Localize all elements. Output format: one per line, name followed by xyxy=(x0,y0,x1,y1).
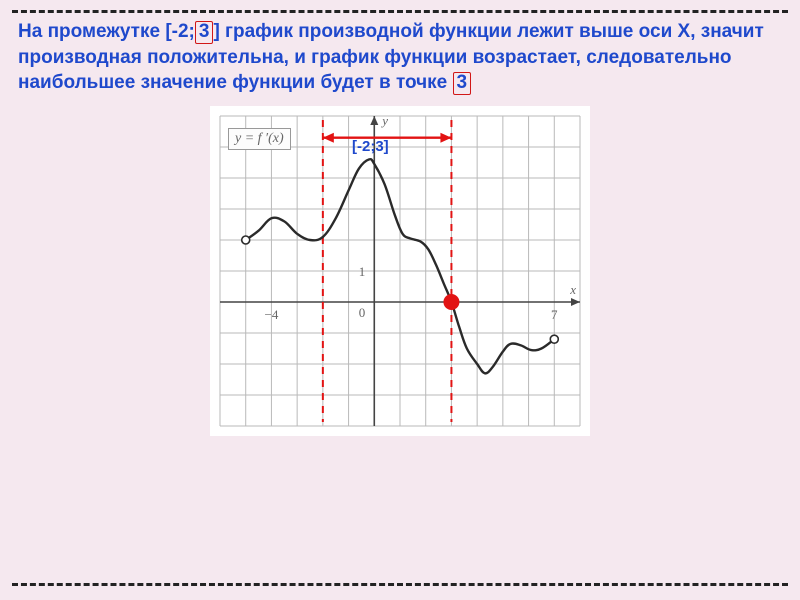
svg-text:1: 1 xyxy=(359,264,366,279)
interval-open: [-2; xyxy=(165,21,195,42)
graph-container: y = f ′(x) [-2;3] y x 0 1 −4 7 xyxy=(210,106,590,436)
bottom-separator xyxy=(12,583,788,586)
explain-part1: На промежутке xyxy=(18,21,165,42)
interval-label: [-2;3] xyxy=(352,138,389,155)
function-label: y = f ′(x) xyxy=(228,128,291,150)
svg-text:x: x xyxy=(569,282,576,297)
svg-text:7: 7 xyxy=(551,307,558,322)
derivative-graph: y x 0 1 −4 7 xyxy=(210,106,590,436)
explanation-text: На промежутке [-2;3] график производной … xyxy=(18,19,782,96)
svg-text:0: 0 xyxy=(359,305,366,320)
answer-boxed-3: 3 xyxy=(453,72,472,95)
interval-boxed-3: 3 xyxy=(195,21,214,44)
top-separator xyxy=(12,10,788,13)
svg-text:−4: −4 xyxy=(265,307,279,322)
svg-text:y: y xyxy=(380,113,388,128)
